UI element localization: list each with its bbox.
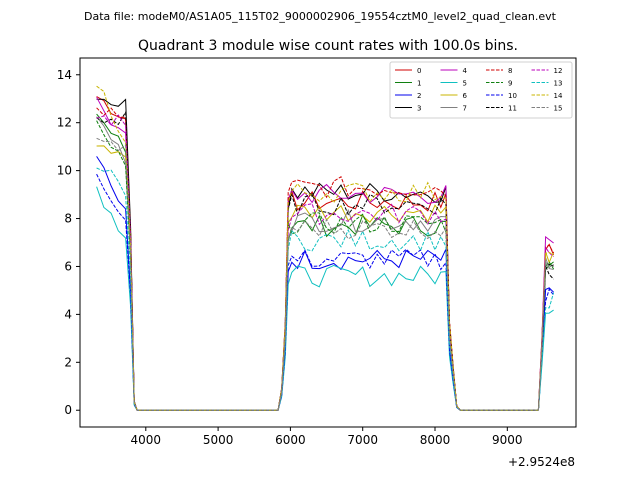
series-6-line-1 <box>96 145 279 411</box>
series-2-line-1 <box>96 156 279 411</box>
legend-label-13: 13 <box>554 80 563 88</box>
series-8-line-2 <box>277 176 539 411</box>
series-13-line-1 <box>96 167 279 411</box>
legend-label-4: 4 <box>463 67 468 75</box>
legend-label-14: 14 <box>554 92 563 100</box>
data-file-header: Data file: modeM0/AS1A05_115T02_90000029… <box>84 10 557 23</box>
series-9-line-1 <box>96 120 279 411</box>
legend-box <box>389 61 573 119</box>
y-tick-label-2: 2 <box>64 355 72 369</box>
series-7 <box>96 116 554 411</box>
series-2-line-2 <box>277 248 539 411</box>
series-4 <box>96 96 554 411</box>
series-10 <box>96 173 555 411</box>
series-5-line-1 <box>96 186 279 411</box>
legend-label-15: 15 <box>554 105 563 113</box>
chart-title: Quadrant 3 module wise count rates with … <box>138 38 518 54</box>
legend-label-8: 8 <box>508 67 512 75</box>
series-3-line-3 <box>537 263 554 411</box>
x-tick-label-7000: 7000 <box>347 433 378 447</box>
x-tick-label-8000: 8000 <box>420 433 451 447</box>
legend-label-10: 10 <box>508 92 517 100</box>
series-1 <box>96 113 554 411</box>
series-14-line-2 <box>277 181 539 411</box>
series-13-line-3 <box>537 292 555 411</box>
y-tick-label-12: 12 <box>57 116 72 130</box>
series-3 <box>96 98 554 411</box>
series-3-line-2 <box>277 182 539 411</box>
series-1-line-2 <box>277 213 539 411</box>
series-9-line-3 <box>537 261 555 411</box>
series-3-line-1 <box>96 98 279 411</box>
series-1-line-3 <box>537 261 554 411</box>
series-14 <box>96 85 554 411</box>
series-10-line-1 <box>96 173 279 411</box>
y-tick-label-8: 8 <box>64 212 72 226</box>
series-5-line-2 <box>277 264 539 411</box>
legend-label-0: 0 <box>417 67 421 75</box>
y-tick-label-0: 0 <box>64 403 72 417</box>
legend-label-3: 3 <box>417 105 421 113</box>
series-2-line-3 <box>537 287 554 411</box>
series-15-line-2 <box>277 218 539 411</box>
series-11-line-3 <box>537 265 554 411</box>
series-12 <box>96 114 554 411</box>
legend-label-7: 7 <box>463 105 467 113</box>
series-10-line-3 <box>537 288 555 411</box>
series-12-line-2 <box>277 203 539 411</box>
legend-label-6: 6 <box>463 92 468 100</box>
series-14-line-1 <box>96 85 279 411</box>
series-4-line-1 <box>96 96 279 411</box>
series-13-line-2 <box>277 228 539 411</box>
y-tick-label-14: 14 <box>57 68 72 82</box>
legend-label-11: 11 <box>508 105 517 113</box>
series-11-line-2 <box>277 192 539 411</box>
x-offset-label: +2.9524e8 <box>508 455 575 469</box>
legend-label-2: 2 <box>417 92 421 100</box>
series-0 <box>96 96 555 411</box>
legend-label-1: 1 <box>417 80 421 88</box>
series-15-line-1 <box>96 137 279 411</box>
series-6-line-2 <box>277 204 539 411</box>
series-7-line-2 <box>277 208 539 411</box>
x-tick-label-4000: 4000 <box>131 433 162 447</box>
series-15 <box>96 137 554 411</box>
plot-frame <box>79 57 577 428</box>
series-5 <box>96 186 554 411</box>
x-tick-label-5000: 5000 <box>203 433 234 447</box>
series-10-line-2 <box>277 248 539 411</box>
y-tick-label-10: 10 <box>57 164 72 178</box>
y-tick-label-6: 6 <box>64 259 72 273</box>
legend-label-12: 12 <box>554 67 563 75</box>
legend-label-9: 9 <box>508 80 512 88</box>
series-layer <box>96 85 555 411</box>
series-9 <box>96 120 555 411</box>
x-tick-label-9000: 9000 <box>492 433 523 447</box>
legend-label-5: 5 <box>463 80 467 88</box>
series-0-line-1 <box>96 96 279 411</box>
y-tick-label-4: 4 <box>64 307 72 321</box>
series-7-line-1 <box>96 116 279 411</box>
x-tick-label-6000: 6000 <box>275 433 306 447</box>
series-8 <box>96 107 555 411</box>
series-15-line-3 <box>537 259 554 411</box>
series-8-line-1 <box>96 107 279 411</box>
series-11-line-1 <box>96 110 279 411</box>
